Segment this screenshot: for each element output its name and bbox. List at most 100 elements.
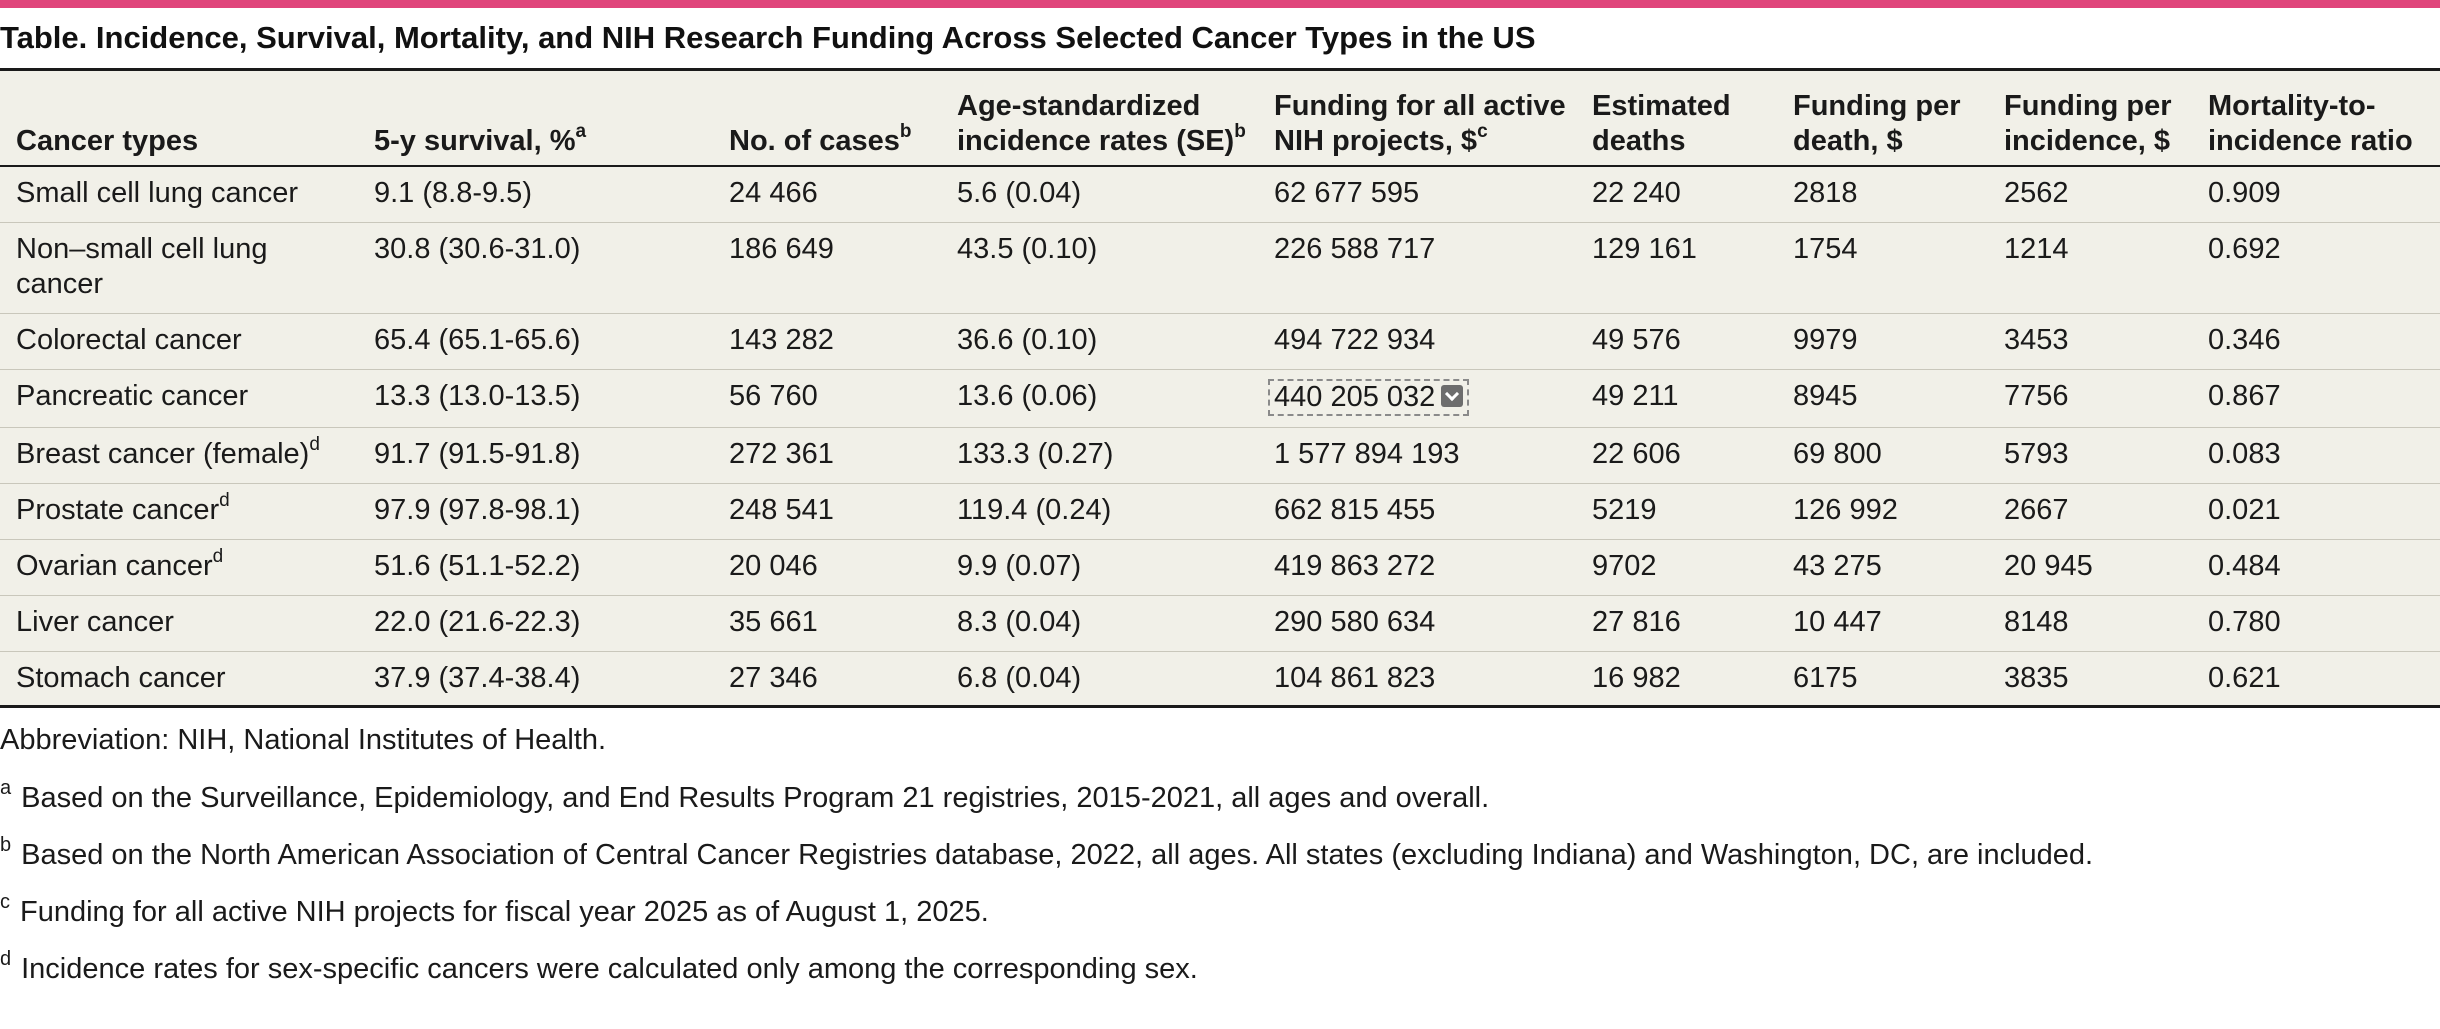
cell-cases: 27 346 [729, 662, 818, 694]
cell-survival: 22.0 (21.6-22.3) [358, 595, 713, 652]
table-row: Non–small cell lung cancer 30.8 (30.6-31.… [0, 222, 2440, 314]
footnote-a: a Based on the Surveillance, Epidemiology… [0, 777, 1490, 814]
footnote-b: b Based on the North American Association… [0, 834, 2094, 871]
cell-deaths: 22 240 [1576, 166, 1777, 223]
cell-per-death: 1754 [1777, 222, 1988, 314]
selected-cell[interactable]: 440 205 032 [1268, 379, 1470, 416]
cell-deaths: 27 816 [1576, 595, 1777, 652]
cell-per-incidence: 3835 [2004, 662, 2069, 694]
cell-per-incidence: 2562 [1988, 166, 2192, 223]
cell-cancer: Pancreatic cancer [0, 369, 358, 428]
cell-ratio: 0.867 [2192, 369, 2440, 428]
cell-funding: 104 861 823 [1274, 662, 1436, 694]
cell-cancer: Stomach cancer [16, 662, 226, 694]
cell-funding: 494 722 934 [1258, 313, 1576, 370]
cell-incidence: 43.5 (0.10) [941, 222, 1258, 314]
header-funding: Funding for all active NIH projects, $c [1258, 71, 1576, 167]
cell-per-incidence: 1214 [1988, 222, 2192, 314]
header-mortality-ratio: Mortality-to-incidence ratio [2192, 71, 2440, 167]
cell-per-incidence: 8148 [1988, 595, 2192, 652]
cell-deaths: 129 161 [1576, 222, 1777, 314]
cell-ratio: 0.484 [2192, 539, 2440, 596]
cell-cases: 35 661 [713, 595, 941, 652]
header-cancer-types: Cancer types [0, 71, 358, 167]
cell-per-death: 8945 [1777, 369, 1988, 428]
cell-cases: 248 541 [713, 483, 941, 540]
table-row: Colorectal cancer 65.4 (65.1-65.6) 143 282… [0, 313, 2440, 370]
cell-per-death: 69 800 [1777, 427, 1988, 484]
header-funding-per-incidence: Funding per incidence, $ [1988, 71, 2192, 167]
cell-deaths: 9702 [1576, 539, 1777, 596]
table-row: Prostate cancerd 97.9 (97.8-98.1) 248 541 1… [0, 483, 2440, 540]
table-body: Small cell lung cancer 9.1 (8.8-9.5) 24 46… [0, 166, 2440, 707]
cell-survival: 37.9 (37.4-38.4) [374, 662, 581, 694]
cell-per-death: 6175 [1793, 662, 1858, 694]
cell-survival: 51.6 (51.1-52.2) [358, 539, 713, 596]
cell-survival: 97.9 (97.8-98.1) [358, 483, 713, 540]
table-row: Small cell lung cancer 9.1 (8.8-9.5) 24 46… [0, 166, 2440, 223]
abbreviation-note: Abbreviation: NIH, National Institutes o… [0, 724, 607, 756]
footnote-c: c Funding for all active NIH projects for… [0, 891, 989, 928]
cell-survival: 30.8 (30.6-31.0) [358, 222, 713, 314]
table-title: Table. Incidence, Survival, Mortality, a… [0, 20, 1536, 55]
cell-cancer: Colorectal cancer [0, 313, 358, 370]
cell-incidence: 8.3 (0.04) [941, 595, 1258, 652]
cell-incidence: 6.8 (0.04) [957, 662, 1082, 694]
cell-deaths: 49 211 [1576, 369, 1777, 428]
cell-per-death: 126 992 [1777, 483, 1988, 540]
cell-per-incidence: 5793 [1988, 427, 2192, 484]
table-row: Liver cancer 22.0 (21.6-22.3) 35 661 8.3 (0… [0, 595, 2440, 652]
cell-ratio: 0.909 [2192, 166, 2440, 223]
cell-cases: 143 282 [713, 313, 941, 370]
cell-incidence: 9.9 (0.07) [941, 539, 1258, 596]
cell-survival: 91.7 (91.5-91.8) [358, 427, 713, 484]
cell-deaths: 16 982 [1592, 662, 1681, 694]
cell-incidence: 5.6 (0.04) [941, 166, 1258, 223]
cell-ratio: 0.346 [2192, 313, 2440, 370]
cell-funding: 62 677 595 [1258, 166, 1576, 223]
cell-cancer: Ovarian cancerd [0, 539, 358, 596]
data-table-container: Cancer types 5-y survival, %a No. of cas… [0, 68, 2440, 708]
table-row: Breast cancer (female)d 91.7 (91.5-91.8) 2… [0, 427, 2440, 484]
cell-per-incidence: 2667 [1988, 483, 2192, 540]
cell-cases: 24 466 [713, 166, 941, 223]
cell-deaths: 22 606 [1576, 427, 1777, 484]
cell-survival: 9.1 (8.8-9.5) [358, 166, 713, 223]
table-row: Pancreatic cancer 13.3 (13.0-13.5) 56 760 1… [0, 369, 2440, 428]
cell-cancer: Liver cancer [0, 595, 358, 652]
cell-survival: 65.4 (65.1-65.6) [358, 313, 713, 370]
cell-per-death: 10 447 [1777, 595, 1988, 652]
cell-per-death: 2818 [1777, 166, 1988, 223]
cell-ratio: 0.083 [2192, 427, 2440, 484]
cell-funding: 662 815 455 [1258, 483, 1576, 540]
header-survival: 5-y survival, %a [358, 71, 713, 167]
cell-incidence: 36.6 (0.10) [941, 313, 1258, 370]
cell-cases: 20 046 [713, 539, 941, 596]
cell-deaths: 5219 [1576, 483, 1777, 540]
cell-cancer: Non–small cell lung cancer [0, 222, 358, 314]
cell-funding: 440 205 032 [1258, 369, 1576, 428]
cell-survival: 13.3 (13.0-13.5) [358, 369, 713, 428]
cell-ratio: 0.021 [2192, 483, 2440, 540]
header-incidence: Age-standardized incidence rates (SE)b [941, 71, 1258, 167]
cell-per-incidence: 20 945 [1988, 539, 2192, 596]
chevron-down-icon[interactable] [1441, 385, 1464, 408]
cell-cases: 272 361 [713, 427, 941, 484]
cell-cancer: Small cell lung cancer [0, 166, 358, 223]
header-row: Cancer types 5-y survival, %a No. of cas… [0, 71, 2440, 167]
cancer-data-table: Cancer types 5-y survival, %a No. of cas… [0, 71, 2440, 707]
cell-funding: 226 588 717 [1258, 222, 1576, 314]
table-row: Ovarian cancerd 51.6 (51.1-52.2) 20 046 9.9… [0, 539, 2440, 596]
cell-per-death: 43 275 [1777, 539, 1988, 596]
cell-funding: 419 863 272 [1258, 539, 1576, 596]
cell-incidence: 13.6 (0.06) [941, 369, 1258, 428]
cell-per-incidence: 3453 [1988, 313, 2192, 370]
cell-incidence: 119.4 (0.24) [941, 483, 1258, 540]
cell-cases: 56 760 [713, 369, 941, 428]
cell-funding: 1 577 894 193 [1258, 427, 1576, 484]
cell-funding: 290 580 634 [1258, 595, 1576, 652]
cell-ratio: 0.692 [2192, 222, 2440, 314]
cell-cancer: Prostate cancerd [0, 483, 358, 540]
cell-ratio: 0.780 [2192, 595, 2440, 652]
cell-per-incidence: 7756 [1988, 369, 2192, 428]
